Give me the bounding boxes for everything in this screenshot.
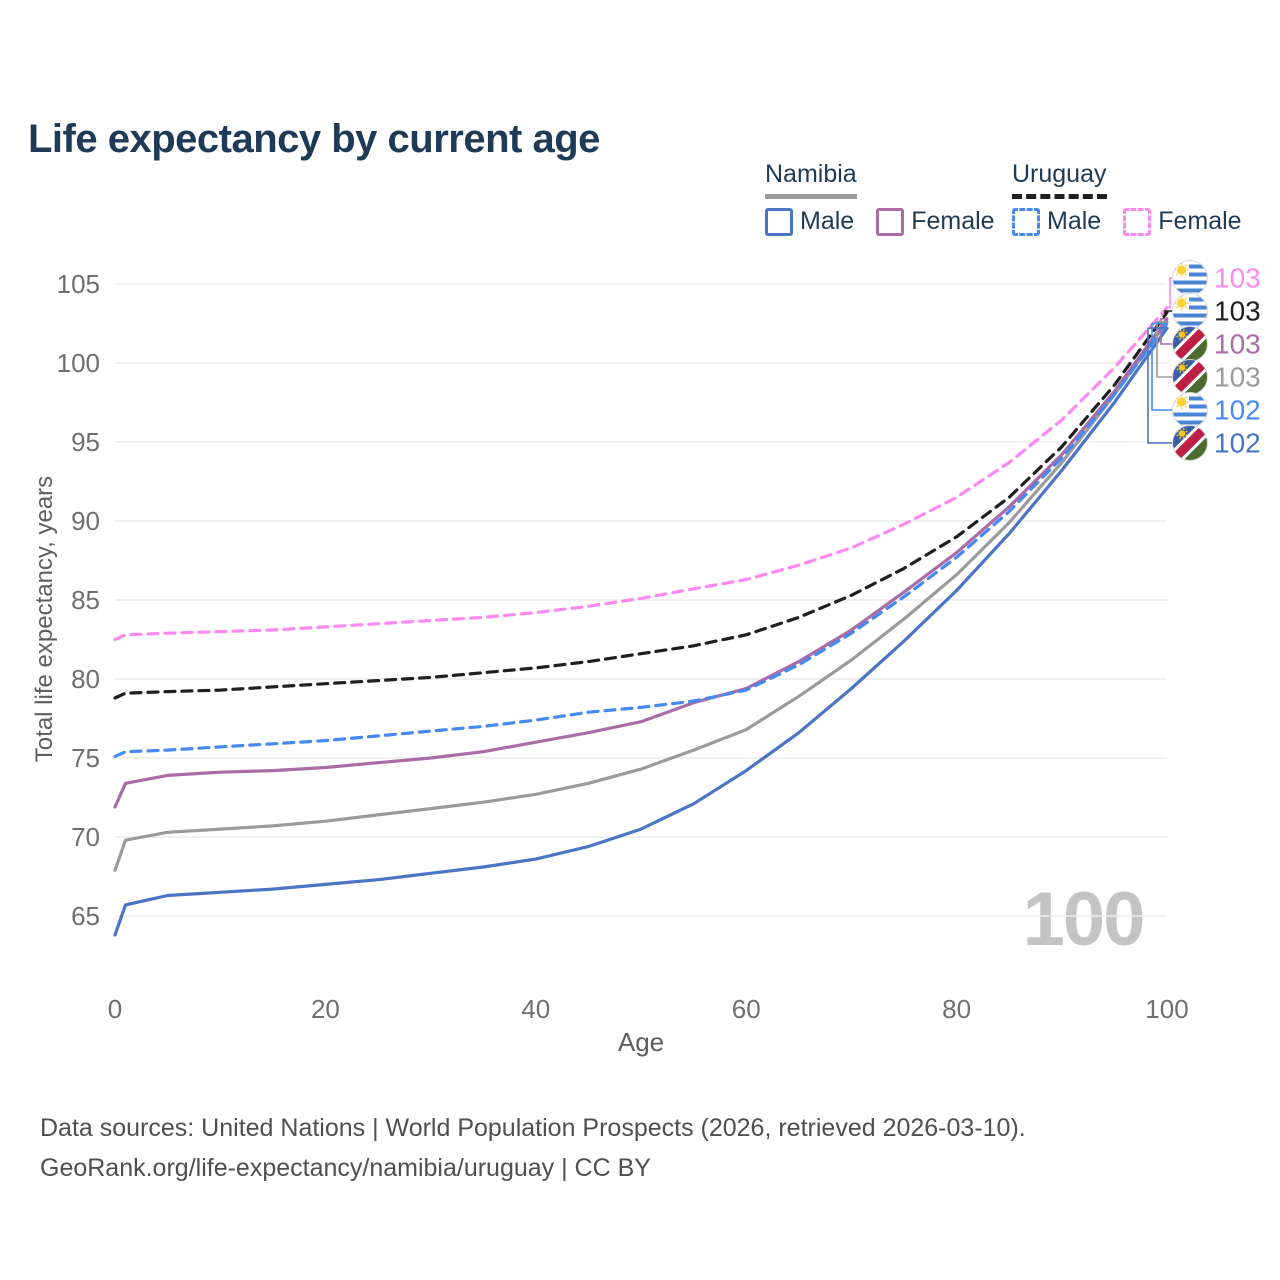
end-label-value-namibia-male: 102 bbox=[1214, 428, 1261, 459]
legend-toggle-uruguay-male[interactable]: Male bbox=[1012, 207, 1101, 236]
y-tick-85: 85 bbox=[71, 585, 100, 615]
namibia-female-swatch-icon bbox=[876, 207, 905, 236]
end-label-leader-namibia-male bbox=[1147, 327, 1172, 444]
uruguay-male-swatch-icon bbox=[1012, 207, 1040, 236]
namibia-male-swatch-icon bbox=[765, 207, 793, 236]
legend-label-uruguay-female: Female bbox=[1158, 207, 1242, 235]
series-line-uruguay-male[interactable] bbox=[113, 321, 1169, 758]
y-tick-100: 100 bbox=[57, 348, 100, 378]
end-label-flag-uruguay-both-sexes-icon bbox=[1172, 293, 1208, 329]
y-tick-70: 70 bbox=[71, 822, 100, 852]
x-tick-60: 60 bbox=[732, 994, 761, 1024]
series-line-uruguay-both-sexes[interactable] bbox=[113, 310, 1169, 700]
legend-label-uruguay-male: Male bbox=[1047, 207, 1102, 235]
y-tick-65: 65 bbox=[71, 901, 100, 931]
legend-toggle-namibia-male[interactable]: Male bbox=[765, 207, 854, 236]
series-line-uruguay-female[interactable] bbox=[113, 306, 1169, 642]
page-title: Life expectancy by current age bbox=[28, 116, 600, 161]
uruguay-female-swatch-icon bbox=[1123, 207, 1152, 236]
y-tick-95: 95 bbox=[71, 427, 100, 457]
end-label-flag-namibia-both-sexes-icon bbox=[1172, 359, 1208, 395]
x-axis-title: Age bbox=[617, 1027, 665, 1057]
end-label-value-namibia-female: 103 bbox=[1214, 329, 1261, 360]
x-tick-40: 40 bbox=[521, 994, 550, 1024]
x-tick-80: 80 bbox=[942, 994, 971, 1024]
x-tick-100: 100 bbox=[1145, 994, 1188, 1024]
end-label-value-uruguay-both-sexes: 103 bbox=[1214, 296, 1261, 327]
end-label-value-uruguay-male: 102 bbox=[1214, 395, 1261, 426]
y-tick-75: 75 bbox=[71, 743, 100, 773]
legend-label-namibia-male: Male bbox=[800, 207, 855, 235]
end-label-flag-uruguay-male-icon bbox=[1172, 392, 1208, 428]
y-tick-105: 105 bbox=[57, 269, 100, 299]
x-tick-0: 0 bbox=[108, 994, 122, 1024]
y-axis-title: Total life expectancy, years bbox=[31, 475, 58, 763]
legend-country-namibia[interactable]: Namibia bbox=[765, 160, 857, 199]
end-label-value-uruguay-female: 103 bbox=[1214, 263, 1261, 294]
legend-country-uruguay[interactable]: Uruguay bbox=[1012, 160, 1107, 199]
end-label-value-namibia-both-sexes: 103 bbox=[1214, 362, 1261, 393]
y-tick-90: 90 bbox=[71, 506, 100, 536]
end-label-leader-uruguay-both-sexes bbox=[1164, 310, 1172, 314]
legend-toggle-uruguay-female[interactable]: Female bbox=[1123, 207, 1242, 236]
legend-group-namibia: Namibia Male Female bbox=[765, 160, 995, 236]
end-label-leader-uruguay-female bbox=[1167, 277, 1172, 309]
legend-items-namibia: Male Female bbox=[765, 207, 995, 236]
series-line-namibia-male[interactable] bbox=[113, 326, 1169, 937]
x-tick-20: 20 bbox=[311, 994, 340, 1024]
end-label-flag-namibia-male-icon bbox=[1172, 425, 1208, 461]
end-label-flag-uruguay-female-icon bbox=[1172, 260, 1208, 296]
end-label-leader-namibia-both-sexes bbox=[1156, 321, 1172, 378]
footer: Data sources: United Nations | World Pop… bbox=[40, 1108, 1026, 1188]
end-label-leader-uruguay-male bbox=[1151, 322, 1172, 411]
legend-group-uruguay: Uruguay Male Female bbox=[1012, 160, 1242, 236]
end-label-leader-namibia-female bbox=[1160, 318, 1172, 345]
footer-data-sources: Data sources: United Nations | World Pop… bbox=[40, 1114, 1026, 1142]
legend-toggle-namibia-female[interactable]: Female bbox=[876, 207, 995, 236]
legend-items-uruguay: Male Female bbox=[1012, 207, 1242, 236]
age-highlight-watermark: 100 bbox=[1022, 877, 1146, 962]
series-line-namibia-both-sexes[interactable] bbox=[113, 320, 1169, 872]
y-tick-80: 80 bbox=[71, 664, 100, 694]
end-label-flag-namibia-female-icon bbox=[1172, 326, 1208, 362]
footer-attribution: GeoRank.org/life-expectancy/namibia/urug… bbox=[40, 1154, 651, 1182]
legend-label-namibia-female: Female bbox=[911, 207, 995, 235]
series-line-namibia-female[interactable] bbox=[113, 317, 1169, 809]
